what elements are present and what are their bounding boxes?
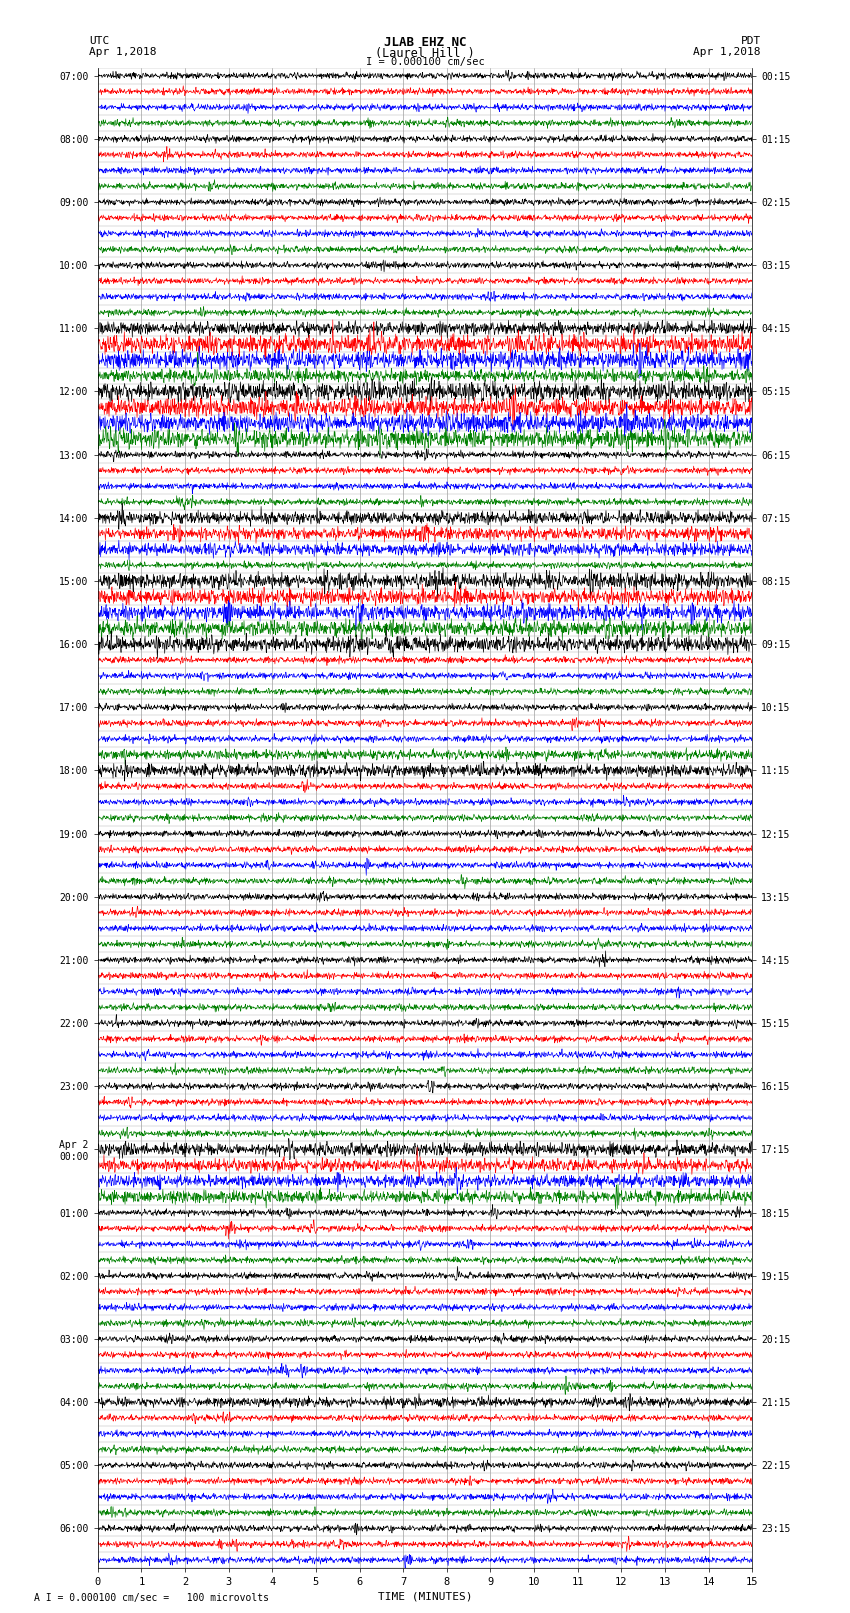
Text: UTC: UTC — [89, 37, 110, 47]
Text: I = 0.000100 cm/sec: I = 0.000100 cm/sec — [366, 58, 484, 68]
Text: JLAB EHZ NC: JLAB EHZ NC — [383, 37, 467, 50]
Text: PDT: PDT — [740, 37, 761, 47]
X-axis label: TIME (MINUTES): TIME (MINUTES) — [377, 1590, 473, 1602]
Text: A I = 0.000100 cm/sec =   100 microvolts: A I = 0.000100 cm/sec = 100 microvolts — [34, 1594, 269, 1603]
Text: (Laurel Hill ): (Laurel Hill ) — [375, 47, 475, 60]
Text: Apr 1,2018: Apr 1,2018 — [89, 47, 156, 56]
Text: Apr 1,2018: Apr 1,2018 — [694, 47, 761, 56]
